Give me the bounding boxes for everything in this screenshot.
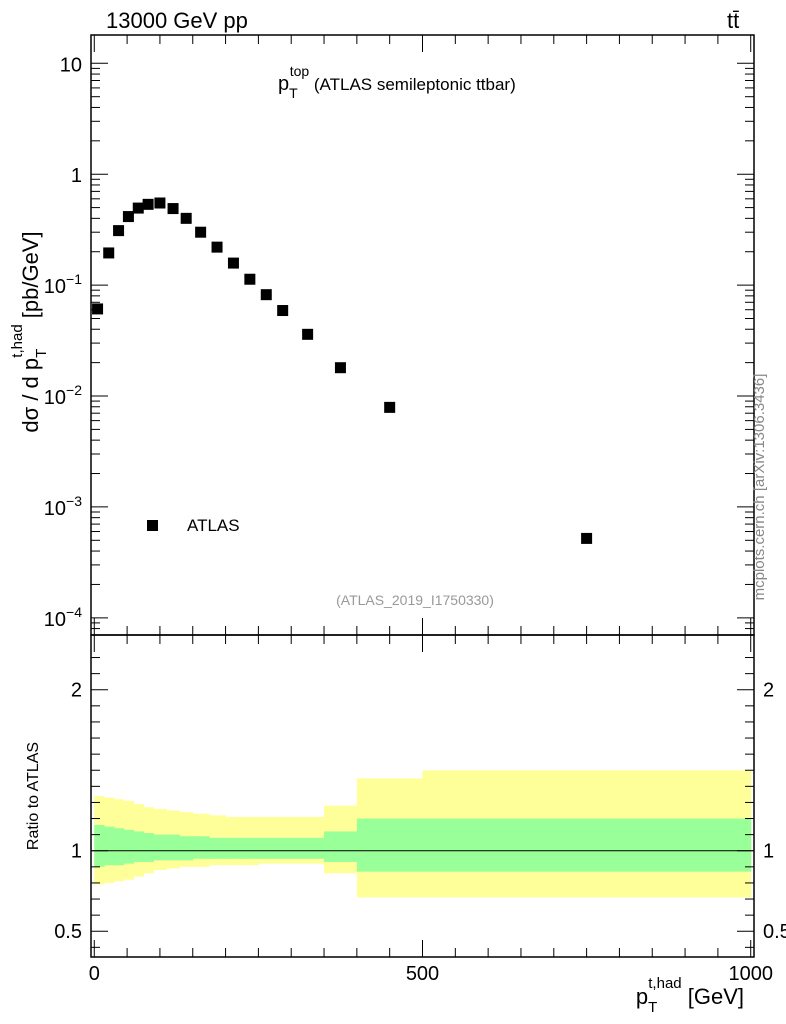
ratio-y-axis-title: Ratio to ATLAS <box>25 742 42 850</box>
inner-uncertainty-bin <box>422 818 752 872</box>
data-point <box>92 303 104 315</box>
main-y-tick-label: 10−4 <box>44 604 82 631</box>
main-y-ticks <box>91 62 754 636</box>
data-point <box>211 241 223 253</box>
data-point <box>334 362 346 374</box>
inner-uncertainty-bin <box>123 829 135 864</box>
main-y-tick-labels: 10 1 10−1 10−2 10−3 10−4 <box>44 54 82 631</box>
inner-uncertainty-bin <box>113 828 125 866</box>
ratio-y-tick-label-right: 0.5 <box>763 921 786 943</box>
inner-uncertainty-bin <box>356 818 423 872</box>
inner-uncertainty-bin <box>209 837 227 859</box>
legend-marker <box>147 520 158 531</box>
mcplots-watermark: mcplots.cern.ch [arXiv:1306.3436] <box>751 374 768 601</box>
ratio-y-tick-label: 2 <box>71 680 82 702</box>
main-y-tick-label: 10−1 <box>44 271 82 298</box>
inner-uncertainty-bin <box>241 837 259 859</box>
ratio-y-tick-label: 1 <box>71 841 82 863</box>
ratio-x-ticks <box>93 635 752 957</box>
inner-uncertainty-bin <box>143 833 154 863</box>
x-axis-title: pTt,had [GeV] <box>636 975 744 1016</box>
inner-uncertainty-bin <box>258 837 276 859</box>
data-point <box>154 197 166 209</box>
x-tick-label: 1000 <box>728 963 773 985</box>
data-point <box>167 203 179 215</box>
ratio-y-tick-label-right: 2 <box>763 680 774 702</box>
inner-uncertainty-bin <box>153 834 167 861</box>
x-tick-label: 500 <box>406 963 439 985</box>
data-point <box>244 273 256 285</box>
main-plot-frame <box>90 34 755 636</box>
inner-uncertainty-bin <box>192 836 210 859</box>
data-point <box>132 202 144 214</box>
main-y-axis-title: dσ / d pTt,had [pb/GeV] <box>9 231 50 432</box>
inner-uncertainty-bin <box>291 837 325 859</box>
main-x-ticks <box>93 35 752 635</box>
plot-title: pTtop (ATLAS semileptonic ttbar) <box>278 63 516 101</box>
data-point <box>227 257 239 269</box>
data-point <box>302 328 314 340</box>
data-points-atlas <box>92 197 593 544</box>
x-tick-labels: 0 500 1000 <box>89 963 773 985</box>
data-point <box>103 247 115 259</box>
inner-uncertainty-bin <box>104 826 115 866</box>
inner-uncertainty-bin <box>133 831 145 863</box>
data-point <box>122 211 134 223</box>
header-process-label: tt̄ <box>727 8 739 33</box>
main-y-tick-label: 10−3 <box>44 493 82 520</box>
analysis-id-label: (ATLAS_2019_I1750330) <box>336 592 494 608</box>
process-t: tt̄ <box>727 8 739 33</box>
legend: ATLAS <box>147 516 240 535</box>
inner-uncertainty-bin <box>225 837 243 859</box>
inner-uncertainty-bin <box>274 837 292 859</box>
legend-label: ATLAS <box>187 516 240 535</box>
data-point <box>384 401 396 413</box>
inner-uncertainty-bin <box>179 836 194 861</box>
data-point <box>142 198 154 210</box>
data-point <box>581 532 593 544</box>
data-point <box>113 225 125 237</box>
main-y-tick-label: 10 <box>60 54 82 76</box>
header-energy-label: 13000 GeV pp <box>106 8 248 33</box>
ratio-y-tick-label: 0.5 <box>54 921 82 943</box>
inner-uncertainty-bin <box>166 834 181 861</box>
ratio-y-tick-labels: 0.5 0.5 1 1 2 2 <box>54 680 786 944</box>
main-y-tick-label: 10−2 <box>44 382 82 409</box>
main-y-tick-label: 1 <box>71 165 82 187</box>
ratio-uncertainty-bands <box>94 770 752 898</box>
inner-uncertainty-bin <box>94 824 105 867</box>
inner-uncertainty-bin <box>324 831 358 863</box>
ratio-y-tick-label-right: 1 <box>763 841 774 863</box>
data-point <box>277 305 289 317</box>
main-plot-panel: 10 1 10−1 10−2 10−3 10−4 pTtop (ATLAS semilep… <box>9 34 755 636</box>
data-point <box>195 226 207 238</box>
x-tick-label: 0 <box>89 963 100 985</box>
data-point <box>260 289 272 301</box>
ratio-plot-panel: 0.5 0.5 1 1 2 2 0 500 1000 Ratio to ATLAS pTt,h… <box>25 634 786 1016</box>
ratio-y-ticks <box>91 657 754 948</box>
data-point <box>180 212 192 224</box>
